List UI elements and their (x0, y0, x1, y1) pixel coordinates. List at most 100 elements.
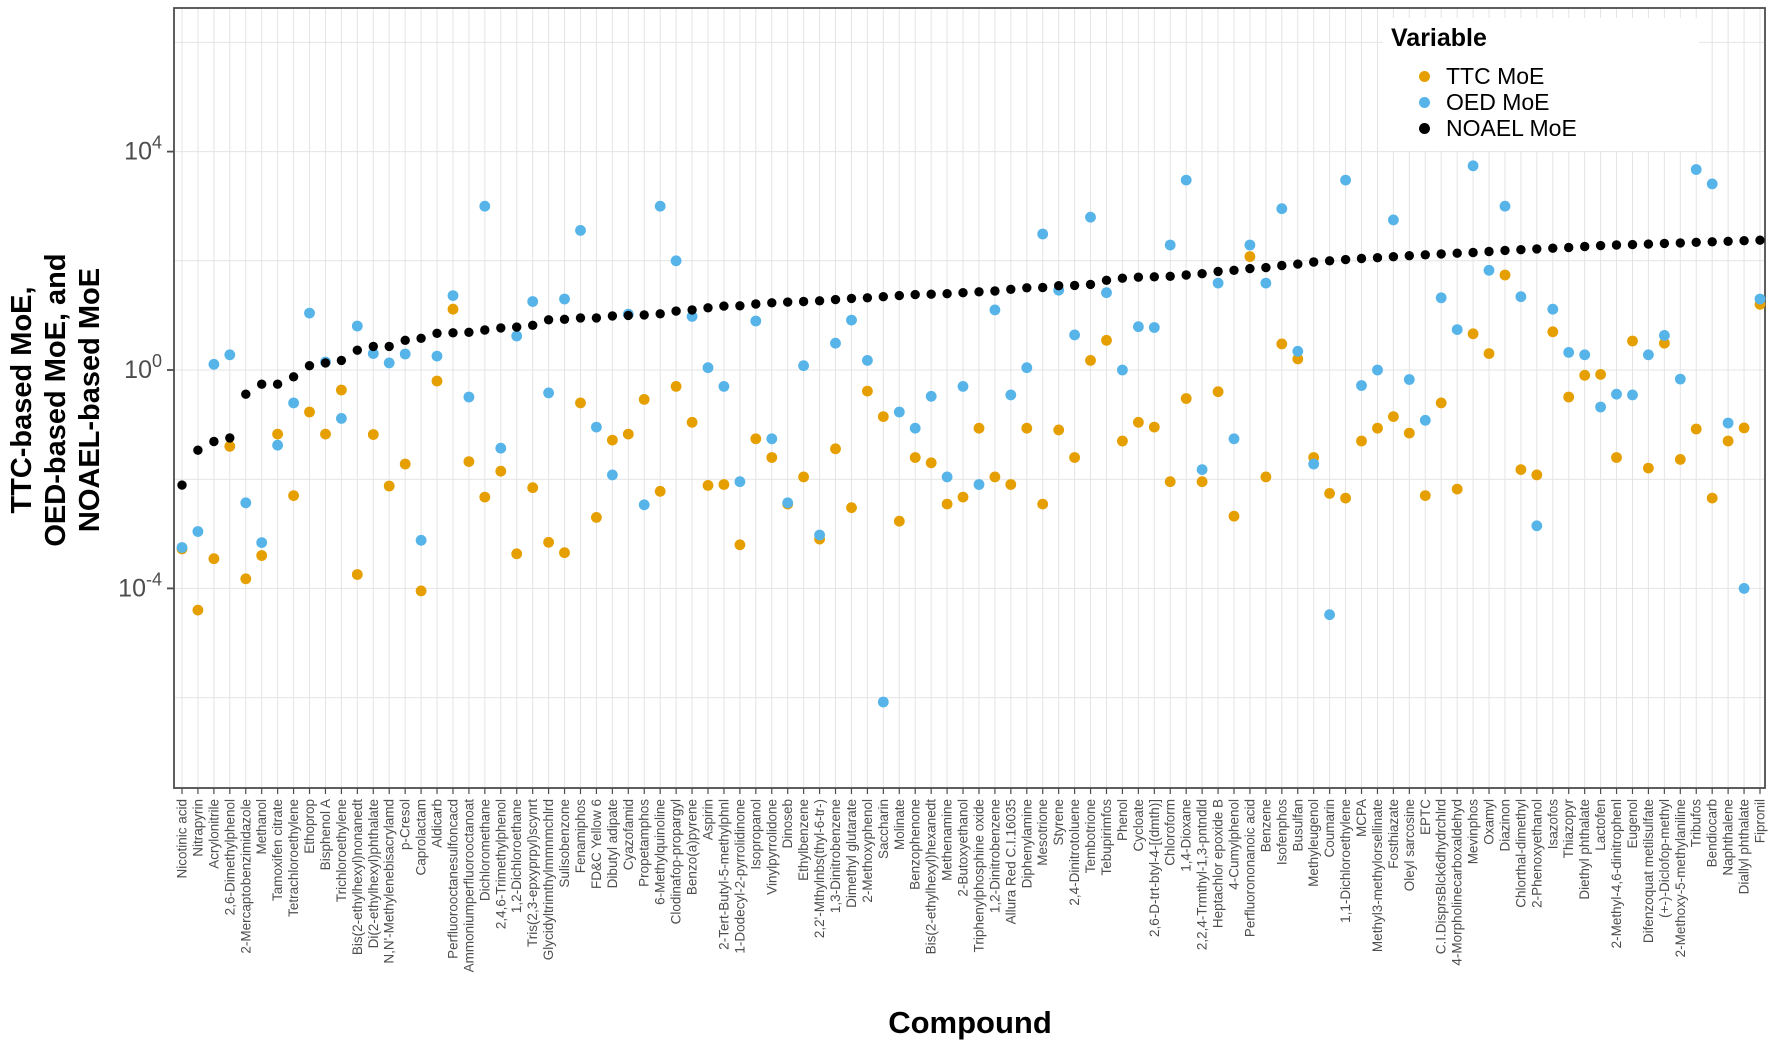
compound-tick-label: 2-Tert-Butyl-5-methylphnl (716, 799, 731, 950)
compound-tick-label: 2,4,6-Trimethylphenol (493, 799, 508, 929)
data-point (1484, 246, 1494, 257)
data-point (1340, 492, 1351, 504)
compound-tick-label: 1,4-Dioxane (1179, 799, 1194, 872)
data-point (1435, 292, 1447, 304)
compound-tick-label: Dichloromethane (477, 799, 492, 901)
data-point (893, 406, 905, 418)
data-point (1229, 265, 1239, 275)
data-point (367, 429, 379, 440)
data-point (846, 293, 857, 304)
data-point (862, 385, 873, 397)
data-point (1739, 236, 1749, 246)
data-point (1324, 256, 1335, 266)
data-point (367, 348, 379, 359)
data-point (877, 411, 889, 422)
data-point (1643, 462, 1654, 474)
data-point (400, 335, 410, 345)
compound-tick-label: Ammoniumperfluorooctanoat (461, 799, 476, 973)
data-point (1069, 452, 1080, 463)
data-point (383, 480, 395, 492)
oed-legend-dot-icon (1419, 96, 1430, 108)
legend-item-noael-label: NOAEL MoE (1446, 114, 1577, 141)
compound-tick-label: Triphenylphosphine oxide (971, 799, 986, 952)
data-point (1196, 476, 1208, 488)
legend-item-oed-label: OED MoE (1446, 88, 1550, 115)
data-point (925, 457, 937, 469)
data-point (670, 255, 682, 267)
compound-tick-label: Bis(2-ethylhexyl)hexanedt (924, 799, 939, 955)
data-point (1149, 272, 1160, 282)
data-point (1675, 238, 1686, 248)
compound-tick-label: Cyazofamid (621, 799, 636, 870)
data-point (177, 480, 187, 490)
data-point (224, 440, 236, 452)
compound-tick-label: p-Cresol (398, 799, 413, 850)
compound-tick-label: Ethoprop (302, 799, 317, 854)
compound-tick-label: Perfluorooctanesulfoncacd (445, 799, 460, 959)
data-point (973, 479, 985, 490)
data-point (1531, 520, 1543, 532)
data-point (989, 471, 1001, 483)
data-point (1293, 259, 1303, 269)
data-point (1356, 435, 1367, 447)
data-point (208, 358, 220, 370)
data-point (511, 330, 523, 342)
ttc-legend-dot-icon (1419, 70, 1430, 82)
data-point (1133, 321, 1144, 333)
data-point (735, 301, 745, 311)
data-point (1627, 335, 1638, 347)
data-point (703, 303, 713, 313)
data-point (1738, 583, 1750, 594)
data-point (1228, 510, 1240, 522)
data-point (1595, 369, 1606, 380)
data-point (1244, 251, 1256, 262)
data-point (957, 381, 969, 392)
compound-tick-label: Saccharin (876, 799, 891, 859)
data-point (1372, 253, 1383, 263)
data-point (511, 548, 523, 560)
data-point (431, 350, 443, 362)
data-point (655, 309, 665, 319)
compound-tick-label: Chlorthal-dimethyl (1513, 799, 1528, 908)
data-point (1117, 273, 1128, 283)
data-point (1164, 476, 1176, 488)
data-point (1197, 269, 1207, 279)
data-point (1467, 160, 1479, 172)
compound-tick-label: Aldicarb (430, 799, 445, 848)
data-point (496, 323, 506, 333)
compound-tick-label: Tebupirimfos (1099, 799, 1114, 876)
data-point (288, 490, 299, 501)
compound-tick-label: 2-Methyl-4,6-dinitrophenl (1609, 799, 1624, 948)
data-point (1564, 242, 1574, 253)
series-oed-moe (176, 160, 1766, 708)
data-point (272, 439, 283, 451)
data-point (941, 498, 953, 510)
data-point (1388, 252, 1399, 262)
data-point (559, 547, 570, 559)
data-point (336, 413, 347, 424)
compound-tick-label: 2-Methoxy-5-methylaniline (1673, 799, 1688, 957)
compound-tick-label: Isazofos (1545, 799, 1560, 850)
data-point (1260, 277, 1272, 289)
data-point (257, 379, 267, 389)
data-point (272, 379, 283, 389)
compound-tick-label: Trichloroethylene (334, 799, 349, 902)
data-point (1021, 422, 1033, 434)
compound-tick-label: Methenamine (940, 799, 955, 881)
data-point (559, 314, 570, 324)
data-point (894, 290, 904, 301)
data-point (1356, 253, 1367, 264)
data-point (750, 433, 762, 445)
compound-tick-label: Benzene (1258, 799, 1273, 852)
data-point (1436, 249, 1446, 259)
data-point (1611, 452, 1622, 463)
data-point (1627, 389, 1638, 401)
data-point (1643, 349, 1654, 361)
data-point (846, 314, 857, 326)
compound-tick-label: Chloroform (1163, 799, 1178, 866)
data-point (1674, 454, 1686, 465)
compound-tick-label: (+-)-Diclofop-methyl (1657, 799, 1672, 918)
compound-tick-label: Oxamyl (1482, 799, 1497, 845)
data-point (575, 313, 586, 323)
compound-tick-label: Isopropanol (748, 799, 763, 870)
